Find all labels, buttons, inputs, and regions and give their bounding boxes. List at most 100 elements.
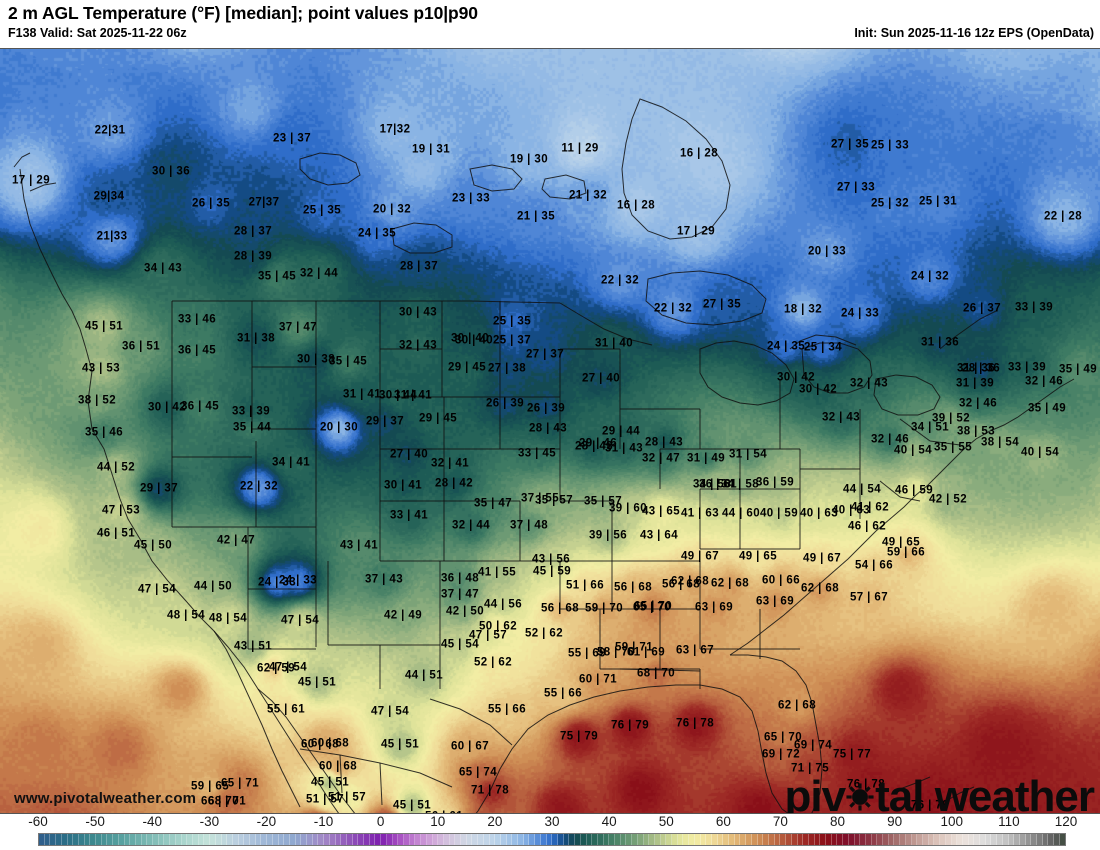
colorbar-segment: [443, 834, 450, 845]
colorbar-segment: [666, 834, 673, 845]
colorbar-segment: [1008, 834, 1015, 845]
colorbar-tick: 80: [830, 814, 846, 829]
colorbar-segment: [757, 834, 764, 845]
logo-text-part1: piv: [784, 772, 847, 814]
colorbar-segment: [711, 834, 718, 845]
colorbar-segment: [962, 834, 969, 845]
map-boundary-line: [469, 164, 523, 192]
colorbar-tick: -10: [313, 814, 334, 829]
colorbar-segment: [580, 834, 587, 845]
colorbar-segment: [723, 834, 730, 845]
colorbar-segment: [438, 834, 444, 845]
colorbar-segment: [489, 834, 496, 845]
colorbar-segment: [227, 834, 233, 845]
colorbar-segment: [73, 834, 79, 845]
map-boundary-line: [789, 334, 857, 350]
colorbar-segment: [894, 834, 901, 845]
map-boundary-line: [619, 668, 701, 672]
colorbar-segment: [911, 834, 918, 845]
colorbar-segment: [312, 834, 319, 845]
colorbar-segment: [324, 834, 330, 845]
colorbar-segment: [826, 834, 832, 845]
colorbar-segment: [381, 834, 387, 845]
colorbar-segment: [455, 834, 462, 845]
map-boundary-line: [939, 310, 997, 350]
colorbar-segment: [694, 834, 701, 845]
colorbar-segment: [626, 834, 633, 845]
colorbar-segment: [466, 834, 473, 845]
colorbar-segment: [101, 834, 108, 845]
colorbar-segment: [883, 834, 889, 845]
map-borders-overlay: [13, 98, 1075, 813]
colorbar-segment: [421, 834, 427, 845]
colorbar-segment: [689, 834, 695, 845]
colorbar-segment: [552, 834, 558, 845]
colorbar-segment: [255, 834, 262, 845]
colorbar-segment: [135, 834, 142, 845]
colorbar-segment: [409, 834, 416, 845]
init-time-label: Init: Sun 2025-11-16 12z EPS (OpenData): [854, 26, 1094, 40]
colorbar-segment: [729, 834, 735, 845]
colorbar-segment: [814, 834, 821, 845]
gear-sun-icon: [846, 783, 874, 811]
colorbar-segment: [500, 834, 507, 845]
map-boundary-line: [559, 302, 653, 346]
colorbar-segment: [957, 834, 963, 845]
colorbar-segment: [307, 834, 313, 845]
website-watermark: www.pivotalweather.com: [14, 790, 197, 807]
colorbar-segment: [61, 834, 68, 845]
colorbar-segment: [831, 834, 838, 845]
colorbar-segment: [158, 834, 165, 845]
colorbar-segment: [540, 834, 547, 845]
colorbar-segment: [375, 834, 382, 845]
colorbar-segment: [871, 834, 878, 845]
colorbar-segment: [888, 834, 895, 845]
colorbar-segment: [215, 834, 222, 845]
colorbar-segment: [922, 834, 929, 845]
colorbar-segment: [39, 834, 45, 845]
colorbar-segment: [974, 834, 981, 845]
colorbar-segment: [415, 834, 422, 845]
colorbar-segment: [632, 834, 638, 845]
colorbar-segment: [877, 834, 884, 845]
colorbar-segment: [546, 834, 553, 845]
colorbar-segment: [980, 834, 986, 845]
colorbar-segment: [210, 834, 216, 845]
colorbar-segment: [791, 834, 798, 845]
colorbar-segment: [147, 834, 154, 845]
colorbar-segment: [512, 834, 519, 845]
colorbar-segment: [164, 834, 171, 845]
map-boundary-line: [257, 688, 356, 813]
colorbar-segment: [951, 834, 958, 845]
colorbar-segment: [301, 834, 308, 845]
map-boundary-line: [19, 168, 340, 813]
colorbar-segment: [44, 834, 51, 845]
colorbar-tick: 0: [376, 814, 385, 829]
map-boundary-line: [645, 270, 767, 326]
colorbar-segment: [945, 834, 952, 845]
colorbar-segment: [991, 834, 998, 845]
colorbar-segment: [769, 834, 775, 845]
colorbar-tick: -20: [256, 814, 277, 829]
colorbar-tick: 90: [887, 814, 903, 829]
colorbar-segment: [358, 834, 365, 845]
colorbar-segment: [563, 834, 570, 845]
colorbar-segment: [575, 834, 581, 845]
pivotal-weather-logo: piv: [784, 772, 1095, 814]
colorbar-segment: [404, 834, 410, 845]
colorbar-segment: [677, 834, 684, 845]
colorbar-gradient[interactable]: [38, 833, 1066, 846]
temperature-map[interactable]: 17 | 29 22|31 30 | 36 29|34 21|33 26 | 35 27|3…: [0, 48, 1100, 814]
map-boundary-line: [873, 374, 941, 416]
colorbar-segment: [1019, 834, 1026, 845]
colorbar-segment: [928, 834, 935, 845]
colorbar-tick: 100: [940, 814, 964, 829]
colorbar-segment: [905, 834, 912, 845]
colorbar-segment: [67, 834, 74, 845]
colorbar-segment: [637, 834, 644, 845]
map-boundary-line: [172, 300, 561, 304]
colorbar-tick: 20: [487, 814, 503, 829]
colorbar-segment: [341, 834, 347, 845]
colorbar-segment: [934, 834, 941, 845]
colorbar-segment: [335, 834, 342, 845]
